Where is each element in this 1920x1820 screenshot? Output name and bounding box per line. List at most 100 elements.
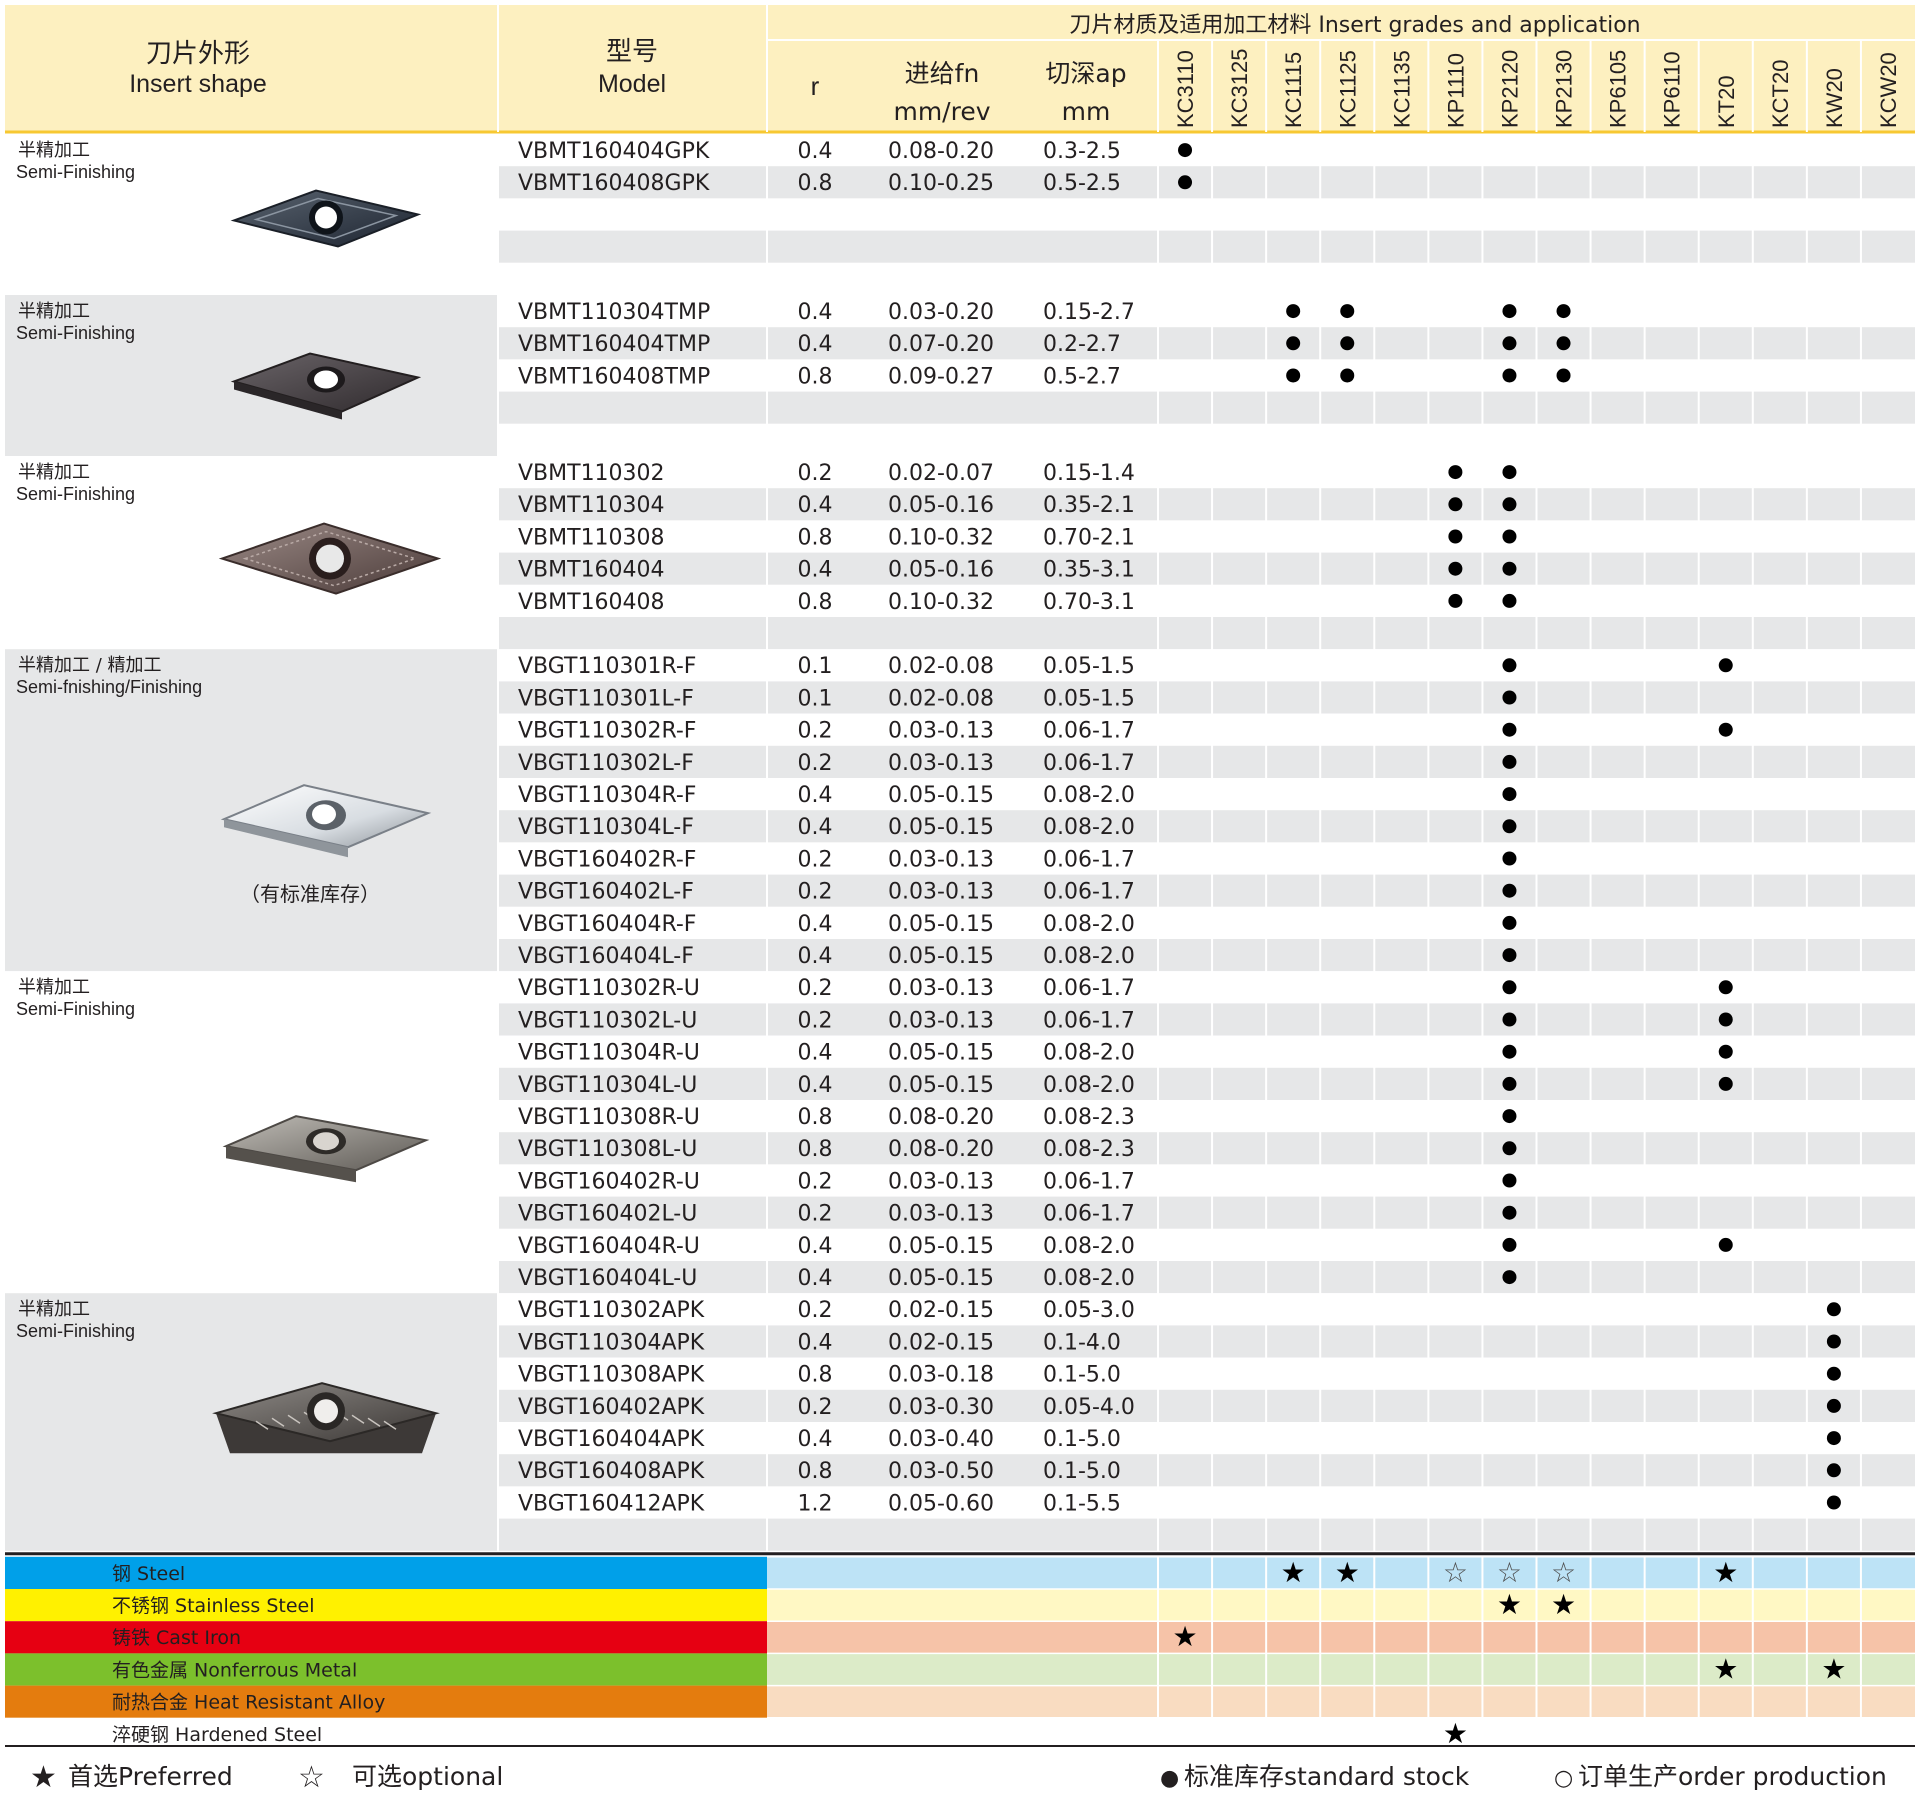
standard-stock-dot-icon xyxy=(1502,497,1517,512)
r-cell: 0.4 xyxy=(798,139,833,164)
r-cell: 0.8 xyxy=(798,590,833,615)
table-row: VBGT160404L-U 0.4 0.05-0.15 0.08-2.0 xyxy=(518,1266,1517,1291)
standard-stock-dot-icon xyxy=(1718,1237,1733,1252)
standard-stock-dot-icon xyxy=(1502,915,1517,930)
shape-header-cn: 刀片外形 xyxy=(146,39,250,69)
table-row: VBMT110302 0.2 0.02-0.07 0.15-1.4 xyxy=(518,461,1517,486)
model-cell: VBGT160404L-F xyxy=(518,944,694,969)
table-row: VBGT160404R-U 0.4 0.05-0.15 0.08-2.0 xyxy=(518,1234,1733,1259)
preferred-star-icon: ★ xyxy=(1713,1652,1738,1685)
row-band xyxy=(498,391,1915,424)
material-row: 耐热合金 Heat Resistant Alloy xyxy=(5,1684,1915,1718)
model-header-en: Model xyxy=(598,70,666,98)
grade-header: KC3110 xyxy=(1173,50,1198,128)
table-row: VBMT160404GPK 0.4 0.08-0.20 0.3-2.5 xyxy=(518,139,1193,164)
ap-cell: 0.3-2.5 xyxy=(1043,139,1121,164)
model-cell: VBGT160402APK xyxy=(518,1395,705,1420)
model-cell: VBGT110304L-U xyxy=(518,1073,697,1098)
standard-stock-dot-icon xyxy=(1718,722,1733,737)
standard-stock-dot-icon xyxy=(1502,304,1517,319)
table-row: VBGT160402R-U 0.2 0.03-0.13 0.06-1.7 xyxy=(518,1169,1517,1194)
standard-stock-dot-icon xyxy=(1502,690,1517,705)
model-cell: VBMT110308 xyxy=(518,525,665,550)
standard-stock-dot-icon xyxy=(1826,1463,1841,1478)
r-cell: 0.4 xyxy=(798,332,833,357)
ap-cell: 0.70-2.1 xyxy=(1043,525,1135,550)
model-cell: VBMT160408 xyxy=(518,590,665,615)
row-band xyxy=(498,134,1915,167)
fn-cell: 0.02-0.15 xyxy=(888,1298,994,1323)
standard-stock-dot-icon xyxy=(1826,1366,1841,1381)
ap-cell: 0.35-2.1 xyxy=(1043,493,1135,518)
standard-stock-dot-icon xyxy=(1502,722,1517,737)
standard-stock-dot-icon xyxy=(1286,336,1301,351)
insert-vbmt-gpk-image xyxy=(230,189,422,248)
ap-cell: 0.15-1.4 xyxy=(1043,461,1135,486)
ap-cell: 0.1-5.0 xyxy=(1043,1427,1121,1452)
group-label-cn: 半精加工 xyxy=(18,462,90,483)
r-cell: 0.2 xyxy=(798,1395,833,1420)
r-cell: 0.4 xyxy=(798,815,833,840)
r-cell: 0.2 xyxy=(798,1169,833,1194)
row-band xyxy=(498,1486,1915,1519)
row-band xyxy=(498,1100,1915,1133)
row-band xyxy=(498,1454,1915,1487)
model-cell: VBGT160404APK xyxy=(518,1427,705,1452)
row-band xyxy=(498,745,1915,778)
standard-stock-dot-icon xyxy=(1502,754,1517,769)
model-cell: VBGT110304APK xyxy=(518,1330,705,1355)
table-row: VBMT160408GPK 0.8 0.10-0.25 0.5-2.5 xyxy=(518,171,1193,196)
material-swatch xyxy=(5,1685,767,1718)
model-cell: VBGT110308R-U xyxy=(518,1105,700,1130)
insert-vbmt-image xyxy=(218,522,442,595)
standard-stock-dot-icon xyxy=(1502,336,1517,351)
optional-star-icon: ☆ xyxy=(298,1760,325,1795)
standard-stock-dot-icon xyxy=(1502,948,1517,963)
legend-order: 订单生产order production xyxy=(1578,1762,1887,1791)
model-cell: VBMT160408TMP xyxy=(518,364,710,389)
table-row: VBGT110304L-U 0.4 0.05-0.15 0.08-2.0 xyxy=(518,1073,1733,1098)
model-cell: VBGT110302L-U xyxy=(518,1008,697,1033)
table-row: VBGT110302R-F 0.2 0.03-0.13 0.06-1.7 xyxy=(518,719,1733,744)
standard-stock-dot-icon xyxy=(1502,529,1517,544)
model-cell: VBGT110302R-F xyxy=(518,719,696,744)
fn-cell: 0.03-0.13 xyxy=(888,976,994,1001)
legend: ★ 首选Preferred ☆ 可选optional ● 标准库存standar… xyxy=(5,1745,1915,1795)
material-label: 有色金属 Nonferrous Metal xyxy=(112,1659,357,1681)
material-label: 不锈钢 Stainless Steel xyxy=(112,1595,315,1617)
model-header-cn: 型号 xyxy=(606,37,658,67)
model-cell: VBGT160412APK xyxy=(518,1491,705,1516)
group-label-en: Semi-Finishing xyxy=(16,323,135,343)
model-cell: VBGT110302R-U xyxy=(518,976,700,1001)
r-cell: 0.2 xyxy=(798,1008,833,1033)
fn-cell: 0.05-0.60 xyxy=(888,1491,994,1516)
row-band xyxy=(498,713,1915,746)
table-row: VBGT110302APK 0.2 0.02-0.15 0.05-3.0 xyxy=(518,1298,1841,1323)
standard-stock-dot-icon xyxy=(1448,465,1463,480)
standard-stock-dot-icon xyxy=(1826,1302,1841,1317)
fn-cell: 0.10-0.32 xyxy=(888,590,994,615)
ap-cell: 0.06-1.7 xyxy=(1043,976,1135,1001)
standard-stock-dot-icon xyxy=(1556,304,1571,319)
ap-cell: 0.08-2.3 xyxy=(1043,1137,1135,1162)
material-swatch xyxy=(5,1556,767,1589)
fn-cell: 0.03-0.13 xyxy=(888,719,994,744)
standard-stock-dot-icon xyxy=(1448,561,1463,576)
table-row: VBGT160412APK 1.2 0.05-0.60 0.1-5.5 xyxy=(518,1491,1841,1516)
fn-cell: 0.03-0.18 xyxy=(888,1363,994,1388)
ap-cell: 0.08-2.0 xyxy=(1043,1041,1135,1066)
r-cell: 0.4 xyxy=(798,493,833,518)
ap-cell: 0.06-1.7 xyxy=(1043,1008,1135,1033)
standard-stock-dot-icon xyxy=(1340,336,1355,351)
row-band xyxy=(498,1132,1915,1165)
ap-cell: 0.05-3.0 xyxy=(1043,1298,1135,1323)
row-band xyxy=(498,810,1915,843)
material-row: 不锈钢 Stainless Steel ★ ★ xyxy=(5,1588,1915,1622)
model-cell: VBGT110301R-F xyxy=(518,654,696,679)
fn-cell: 0.08-0.20 xyxy=(888,139,994,164)
standard-stock-dot-icon xyxy=(1556,336,1571,351)
